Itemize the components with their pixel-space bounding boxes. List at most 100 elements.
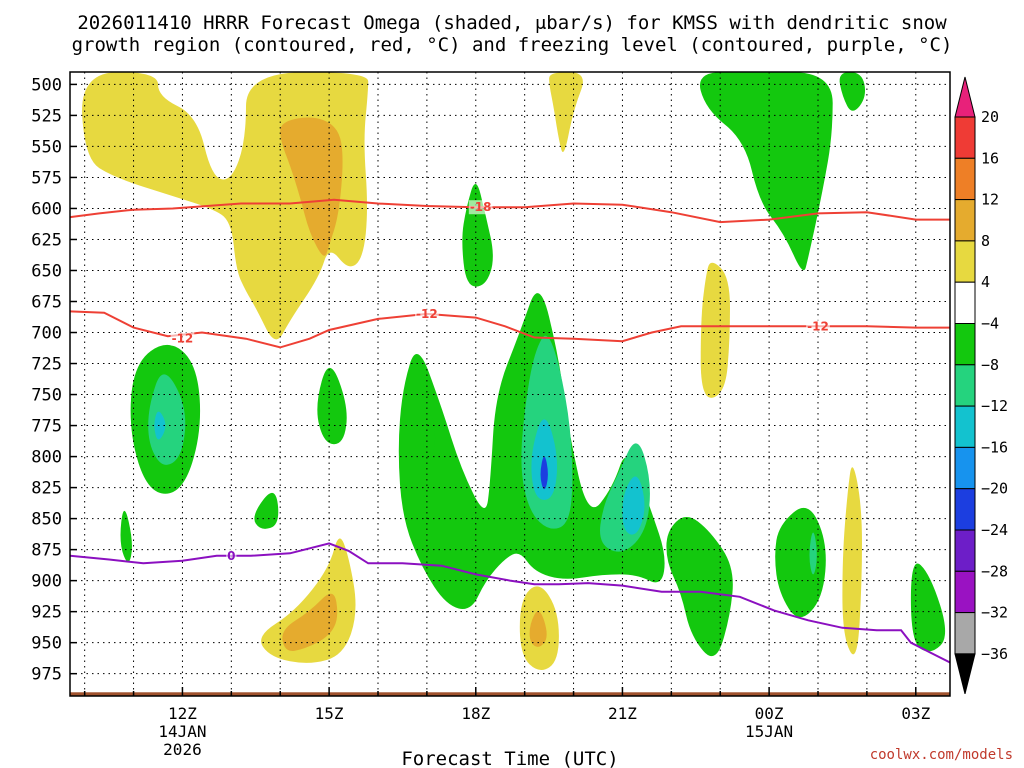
omega-region-26 (282, 593, 338, 651)
omega-region-1 (280, 117, 343, 256)
colorbar-bin-1 (954, 116, 976, 159)
y-tick-label-2: 550 (31, 137, 62, 157)
credit-text: coolwx.com/models (870, 747, 1013, 763)
omega-region-9 (154, 411, 166, 440)
y-tick-label-6: 650 (31, 261, 62, 281)
colorbar-bin-10 (954, 488, 976, 531)
omega-region-28 (529, 611, 547, 647)
y-tick-label-13: 825 (31, 479, 62, 499)
x-tick-date-4: 15JAN (745, 722, 793, 741)
colorbar-label-3: 8 (981, 232, 990, 250)
colorbar-bin-6 (954, 323, 976, 366)
colorbar-bin-12 (954, 570, 976, 614)
colorbar-bin-13 (954, 612, 976, 655)
omega-region-24 (910, 563, 946, 652)
omega-region-11 (254, 492, 279, 529)
colorbar-bin-9 (954, 446, 976, 490)
y-tick-label-7: 675 (31, 293, 62, 313)
colorbar-label-6: −8 (981, 356, 999, 374)
colorbar-label-0: 20 (981, 108, 999, 126)
omega-region-3 (699, 72, 833, 271)
omega-shading-layer (82, 72, 946, 670)
x-tick-year-0: 2026 (163, 740, 202, 759)
colorbar-bin-7 (954, 364, 976, 407)
freezing-label-zero: 0 (227, 549, 235, 563)
y-tick-label-16: 900 (31, 572, 62, 592)
y-tick-label-15: 875 (31, 541, 62, 561)
y-tick-label-1: 525 (31, 106, 62, 126)
freezing-level-contour (70, 542, 950, 664)
y-tick-label-9: 725 (31, 355, 62, 375)
y-tick-label-4: 600 (31, 199, 62, 219)
x-tick-label-1: 15Z (315, 704, 344, 723)
y-axis: 500 525 550 575 600 625 650 675 700 725 750 775 800 8… (31, 75, 77, 685)
colorbar-bin-3 (954, 199, 976, 242)
x-tick-label-4: 00Z (755, 704, 784, 723)
colorbar-label-11: −28 (981, 562, 1008, 580)
y-tick-label-3: 575 (31, 168, 62, 188)
colorbar-label-13: −36 (981, 645, 1008, 663)
y-tick-label-11: 775 (31, 417, 62, 437)
colorbar: 20 16 12 8 4 −4 −8 −12 −16 −20 −24 −28 −32 −36 (954, 76, 1008, 695)
colorbar-label-12: −32 (981, 604, 1008, 622)
dendritic-contour-1 (70, 310, 950, 349)
y-tick-label-19: 975 (31, 665, 62, 685)
colorbar-top-arrow (954, 76, 976, 118)
colorbar-label-9: −20 (981, 480, 1008, 498)
colorbar-label-10: −24 (981, 521, 1008, 539)
x-tick-label-3: 21Z (608, 704, 637, 723)
colorbar-bin-8 (954, 405, 976, 448)
omega-region-17 (423, 415, 436, 463)
y-tick-label-18: 950 (31, 634, 62, 654)
colorbar-label-1: 16 (981, 149, 999, 167)
x-axis-label: Forecast Time (UTC) (401, 748, 618, 768)
dendritic-label-minus12-c-bg (806, 319, 830, 334)
chart-title-line2: growth region (contoured, red, °C) and f… (72, 34, 953, 56)
colorbar-label-8: −16 (981, 438, 1008, 456)
dendritic-label-minus12-b-bg (415, 306, 439, 321)
colorbar-label-4: 4 (981, 273, 990, 291)
y-tick-label-12: 800 (31, 448, 62, 468)
omega-region-4 (839, 72, 866, 111)
omega-region-10 (317, 367, 347, 445)
y-tick-label-5: 625 (31, 230, 62, 250)
dendritic-label-minus12-b: -12 (416, 307, 438, 321)
x-tick-date-0: 14JAN (158, 722, 206, 741)
dendritic-label-minus18: -18 (470, 200, 492, 214)
freezing-label-zero-bg (226, 548, 237, 563)
y-tick-label-14: 850 (31, 510, 62, 530)
y-tick-label-8: 700 (31, 324, 62, 344)
omega-region-22 (809, 532, 817, 575)
dendritic-label-minus18-bg (468, 200, 493, 215)
y-tick-label-0: 500 (31, 75, 62, 95)
contour-label-layer: -18 -12 -12 -12 0 (170, 200, 830, 563)
omega-region-12 (120, 510, 132, 562)
x-tick-label-0: 12Z (168, 704, 197, 723)
omega-region-23 (842, 467, 862, 655)
plot-frame (69, 71, 951, 697)
terrain-layer (70, 692, 950, 696)
colorbar-bin-4 (954, 240, 976, 283)
colorbar-label-2: 12 (981, 191, 999, 209)
dendritic-label-minus12-a: -12 (172, 332, 194, 346)
colorbar-bottom-arrow (954, 653, 976, 695)
x-tick-label-5: 03Z (901, 704, 930, 723)
omega-region-16 (540, 456, 548, 490)
colorbar-label-5: −4 (981, 315, 999, 333)
chart-title-line1: 2026011410 HRRR Forecast Omega (shaded, … (77, 12, 947, 34)
y-tick-label-10: 750 (31, 386, 62, 406)
omega-region-2 (549, 72, 583, 153)
omega-region-8 (148, 374, 186, 465)
colorbar-bin-2 (954, 157, 976, 201)
dendritic-label-minus12-c: -12 (807, 319, 829, 333)
omega-region-19 (622, 476, 645, 535)
colorbar-bin-11 (954, 529, 976, 572)
colorbar-label-7: −12 (981, 397, 1008, 415)
colorbar-bin-5 (954, 281, 976, 325)
x-tick-label-2: 18Z (461, 704, 490, 723)
omega-region-20 (666, 517, 733, 657)
dendritic-label-minus12-a-bg (170, 331, 195, 346)
omega-region-6 (700, 262, 730, 398)
